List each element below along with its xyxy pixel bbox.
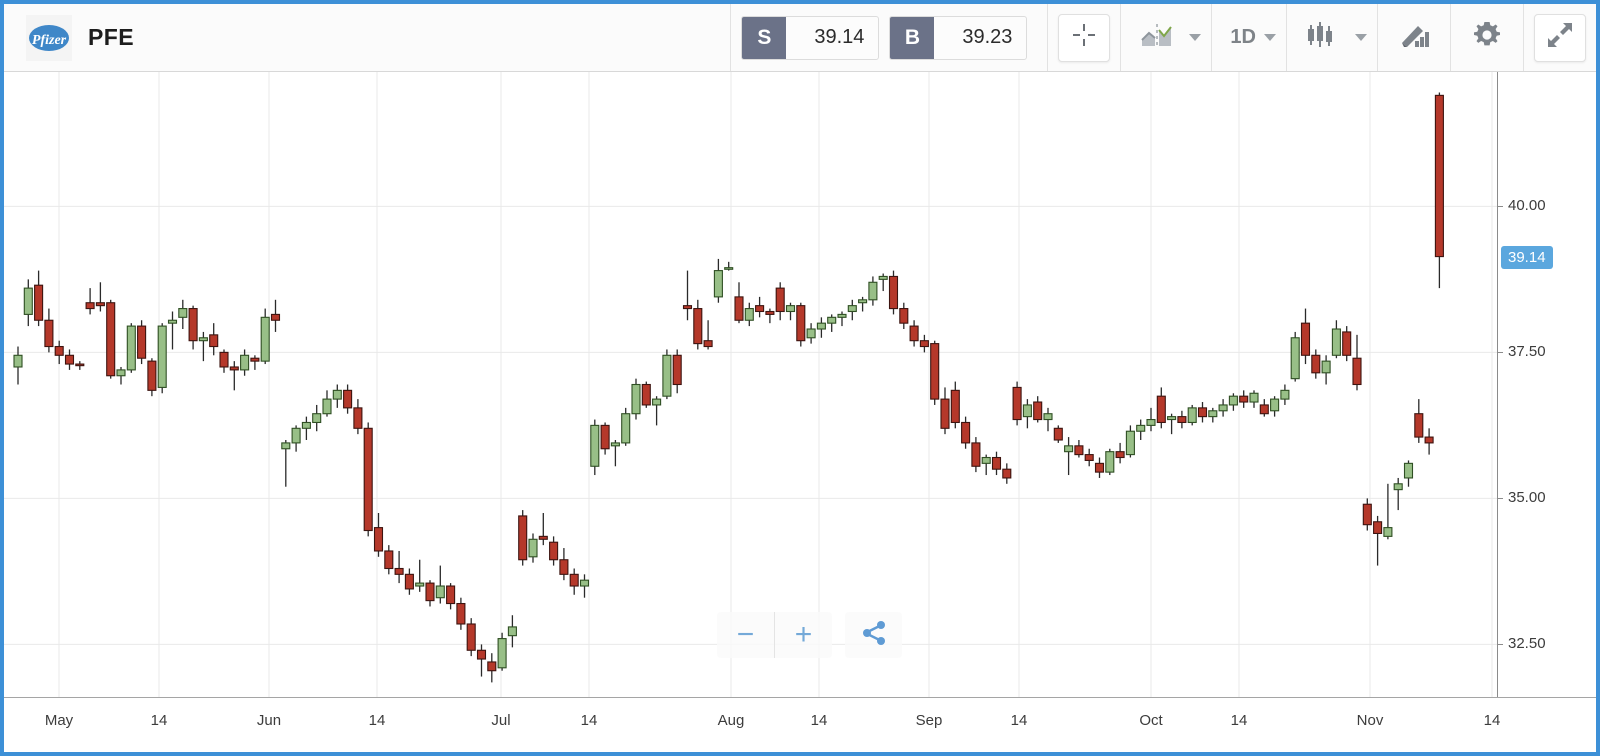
sell-price: 39.14 bbox=[814, 26, 865, 48]
plot-svg bbox=[4, 72, 1497, 697]
zoom-out-button[interactable]: − bbox=[736, 618, 755, 651]
svg-text:Pfizer: Pfizer bbox=[32, 33, 67, 48]
settings-group bbox=[1450, 4, 1523, 71]
toolbar-spacer bbox=[152, 4, 730, 71]
time-axis-tick: Sep bbox=[915, 712, 943, 729]
time-axis-tick: Oct bbox=[1139, 712, 1163, 729]
time-axis-tick: 14 bbox=[1230, 712, 1248, 729]
quote-group: S 39.14 B 39.23 bbox=[730, 4, 1047, 71]
chart-type-group bbox=[1120, 4, 1211, 71]
crosshair-icon bbox=[1069, 20, 1099, 55]
zoom-separator bbox=[774, 612, 775, 658]
fullscreen-button[interactable] bbox=[1534, 13, 1586, 62]
price-axis-tick: 40.00 bbox=[1498, 197, 1546, 214]
last-price-badge: 39.14 bbox=[1501, 245, 1553, 269]
time-axis-tick: 14 bbox=[580, 712, 598, 729]
zoom-controls: − + bbox=[717, 612, 902, 658]
chart-type-button[interactable] bbox=[1131, 14, 1183, 62]
share-icon bbox=[859, 618, 889, 653]
top-toolbar: Pfizer PFE S 39.14 B 39.23 bbox=[4, 4, 1596, 72]
symbol-area[interactable]: Pfizer PFE bbox=[4, 4, 152, 71]
time-axis-tick: 14 bbox=[150, 712, 168, 729]
time-axis-tick: 14 bbox=[810, 712, 828, 729]
buy-tag: B bbox=[890, 16, 935, 59]
crosshair-button[interactable] bbox=[1058, 13, 1111, 62]
timeframe-chevron-down-icon[interactable] bbox=[1264, 34, 1276, 41]
buy-button[interactable]: B 39.23 bbox=[889, 15, 1028, 60]
indicators-button[interactable] bbox=[1388, 14, 1440, 62]
time-axis-tick: Jun bbox=[256, 712, 282, 729]
timeframe-group: 1D bbox=[1211, 4, 1286, 71]
time-axis[interactable]: May 14 Jun 14 Jul 14 Aug 14 Sep 14 Oct 14 Nov 14 bbox=[4, 697, 1596, 752]
sell-tag: S bbox=[742, 16, 787, 59]
price-axis-tick: 37.50 bbox=[1498, 343, 1546, 360]
indicators-group bbox=[1377, 4, 1450, 71]
expand-arrows-icon bbox=[1545, 20, 1575, 55]
candle-style-button[interactable] bbox=[1297, 14, 1349, 62]
chart-area: 40.00 37.50 35.00 32.50 39.14 May 14 Jun 14 Jul 1… bbox=[4, 72, 1596, 752]
ticker-symbol: PFE bbox=[88, 24, 134, 50]
settings-button[interactable] bbox=[1461, 14, 1513, 62]
time-axis-tick: 14 bbox=[368, 712, 386, 729]
zoom-in-button[interactable]: + bbox=[794, 618, 813, 651]
time-axis-tick: Jul bbox=[491, 712, 511, 729]
gear-icon bbox=[1471, 19, 1503, 56]
price-axis-tick: 32.50 bbox=[1498, 635, 1546, 652]
fullscreen-group bbox=[1523, 4, 1596, 71]
share-button[interactable] bbox=[845, 612, 902, 658]
price-axis[interactable]: 40.00 37.50 35.00 32.50 39.14 bbox=[1497, 72, 1596, 697]
crosshair-group bbox=[1047, 4, 1120, 71]
sell-button[interactable]: S 39.14 bbox=[741, 15, 880, 60]
price-axis-tick: 35.00 bbox=[1498, 489, 1546, 506]
candlestick-plot[interactable] bbox=[4, 72, 1497, 697]
time-axis-tick: Aug bbox=[717, 712, 745, 729]
candle-style-chevron-down-icon[interactable] bbox=[1355, 34, 1367, 41]
candle-style-group bbox=[1286, 4, 1377, 71]
timeframe-label[interactable]: 1D bbox=[1230, 26, 1256, 48]
area-chart-icon bbox=[1140, 22, 1174, 53]
time-axis-tick: 14 bbox=[1483, 712, 1501, 729]
time-axis-tick: 14 bbox=[1010, 712, 1028, 729]
time-axis-tick: Nov bbox=[1356, 712, 1384, 729]
time-axis-tick: May bbox=[44, 712, 74, 729]
pfizer-logo-icon: Pfizer bbox=[26, 14, 72, 61]
buy-price: 39.23 bbox=[962, 26, 1013, 48]
chart-type-chevron-down-icon[interactable] bbox=[1189, 34, 1202, 41]
indicators-pencil-icon bbox=[1398, 21, 1430, 54]
candlestick-icon bbox=[1305, 20, 1341, 55]
zoom-button-group: − + bbox=[717, 612, 832, 658]
